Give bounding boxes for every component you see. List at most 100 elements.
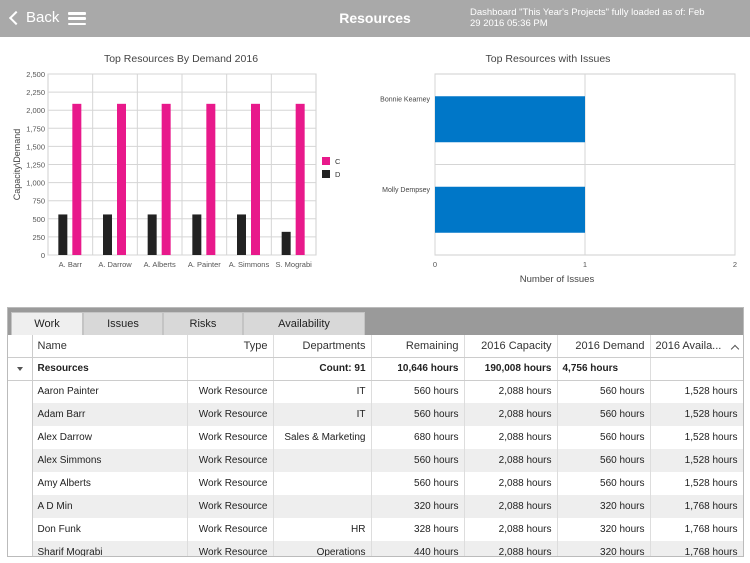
row-department <box>273 495 372 518</box>
row-gutter <box>8 403 33 426</box>
y-tick-label: 250 <box>32 233 45 242</box>
row-name: A D Min <box>32 495 188 518</box>
table-row[interactable]: Alex Darrow Work Resource Sales & Marketin… <box>8 426 743 449</box>
back-button[interactable]: Back <box>8 9 59 26</box>
bar <box>435 96 585 143</box>
row-department <box>273 472 372 495</box>
group-count: Count: 91 <box>273 357 372 381</box>
row-gutter <box>8 541 33 556</box>
legend-swatch <box>322 157 330 165</box>
row-availability: 1,768 hours <box>650 541 743 556</box>
column-header-demand[interactable]: 2016 Demand <box>557 335 651 358</box>
group-name: Resources <box>32 357 188 381</box>
column-header-name[interactable]: Name <box>32 335 188 358</box>
row-gutter <box>8 495 33 518</box>
x-tick-label: A. Simmons <box>229 260 270 269</box>
bar <box>435 186 585 233</box>
row-remaining: 560 hours <box>371 403 465 426</box>
column-header-type[interactable]: Type <box>187 335 274 358</box>
row-remaining: 440 hours <box>371 541 465 556</box>
tab-label: Risks <box>189 318 217 330</box>
row-type: Work Resource <box>187 403 274 426</box>
y-tick-label: Molly Dempsey <box>382 187 430 194</box>
grid-scroll-area[interactable]: Name Type Departments Remaining 2016 Cap… <box>8 335 743 556</box>
bar-capacity <box>251 103 260 255</box>
column-header-capacity[interactable]: 2016 Capacity <box>464 335 558 358</box>
column-header-label: 2016 Availa... <box>655 339 722 352</box>
row-remaining: 680 hours <box>371 426 465 449</box>
row-capacity: 2,088 hours <box>464 380 558 403</box>
row-availability: 1,528 hours <box>650 403 743 426</box>
load-status: Dashboard "This Year's Projects" fully l… <box>470 7 705 29</box>
bar-capacity <box>72 103 82 255</box>
row-capacity: 2,088 hours <box>464 472 558 495</box>
row-capacity: 2,088 hours <box>464 426 558 449</box>
legend-label: Demand <box>335 170 340 179</box>
row-remaining: 560 hours <box>371 472 465 495</box>
demand-chart: Top Resources By Demand 2016 0 250 500 750 1,… <box>12 53 340 269</box>
row-department: Sales & Marketing <box>273 426 372 449</box>
group-demand: 4,756 hours <box>557 357 651 381</box>
y-tick-label: 2,500 <box>26 70 45 79</box>
row-capacity: 2,088 hours <box>464 495 558 518</box>
table-row[interactable]: Don Funk Work Resource HR 328 hours 2,088 ho… <box>8 518 743 541</box>
row-gutter <box>8 380 33 403</box>
row-capacity: 2,088 hours <box>464 403 558 426</box>
y-tick-label: 1,500 <box>26 142 45 151</box>
row-name: Amy Alberts <box>32 472 188 495</box>
table-row[interactable]: Adam Barr Work Resource IT 560 hours 2,088 h… <box>8 403 743 426</box>
row-demand: 560 hours <box>557 449 651 472</box>
column-header-availability[interactable]: 2016 Availa... <box>650 335 743 358</box>
y-tick-label: 1,000 <box>26 179 45 188</box>
tab-issues[interactable]: Issues <box>83 312 163 335</box>
column-header-remaining[interactable]: Remaining <box>371 335 465 358</box>
group-row[interactable]: Resources Count: 91 10,646 hours 190,008… <box>8 357 743 381</box>
row-availability: 1,528 hours <box>650 472 743 495</box>
row-remaining: 328 hours <box>371 518 465 541</box>
row-name: Adam Barr <box>32 403 188 426</box>
tab-availability[interactable]: Availability <box>243 312 365 335</box>
x-tick-label: 0 <box>433 260 437 269</box>
row-gutter <box>8 472 33 495</box>
bar-capacity <box>206 103 216 255</box>
tab-work[interactable]: Work <box>11 312 83 335</box>
x-tick-label: 2 <box>733 260 737 269</box>
legend-label: Capacity <box>335 157 340 166</box>
row-department: HR <box>273 518 372 541</box>
menu-icon[interactable] <box>68 12 86 25</box>
y-tick-label: 500 <box>32 215 45 224</box>
row-type: Work Resource <box>187 426 274 449</box>
row-name: Aaron Painter <box>32 380 188 403</box>
column-header-departments[interactable]: Departments <box>273 335 372 358</box>
row-availability: 1,528 hours <box>650 426 743 449</box>
tab-risks[interactable]: Risks <box>163 312 243 335</box>
x-tick-label: A. Alberts <box>144 260 176 269</box>
row-name: Alex Darrow <box>32 426 188 449</box>
row-type: Work Resource <box>187 380 274 403</box>
row-type: Work Resource <box>187 472 274 495</box>
tab-label: Work <box>34 318 60 330</box>
y-tick-label: 750 <box>32 197 45 206</box>
collapse-toggle[interactable] <box>8 357 33 381</box>
row-department: IT <box>273 403 372 426</box>
y-axis-label: Capacity\Demand <box>12 129 22 201</box>
row-remaining: 320 hours <box>371 495 465 518</box>
table-row[interactable]: Sharif Mograbi Work Resource Operations 440… <box>8 541 743 556</box>
header-row: Name Type Departments Remaining 2016 Cap… <box>8 335 743 358</box>
table-row[interactable]: Aaron Painter Work Resource IT 560 hours 2,0… <box>8 380 743 403</box>
row-department: IT <box>273 380 372 403</box>
bar-demand <box>192 214 202 255</box>
row-availability: 1,768 hours <box>650 518 743 541</box>
table-row[interactable]: Alex Simmons Work Resource 560 hours 2,088 … <box>8 449 743 472</box>
issues-chart: Top Resources with Issues 0 1 2 Bonnie Kearn… <box>380 53 737 285</box>
table-row[interactable]: Amy Alberts Work Resource 560 hours 2,088 h… <box>8 472 743 495</box>
page-title: Resources <box>339 10 411 26</box>
row-availability: 1,528 hours <box>650 449 743 472</box>
triangle-down-icon <box>16 367 23 371</box>
table-row[interactable]: A D Min Work Resource 320 hours 2,088 hours… <box>8 495 743 518</box>
x-tick-label: A. Painter <box>188 260 221 269</box>
resource-grid-panel: Work Issues Risks Availability Name Type… <box>7 307 744 557</box>
bar-demand <box>281 231 291 255</box>
y-tick-label: Bonnie Kearney <box>380 96 430 103</box>
group-availability <box>650 357 743 381</box>
